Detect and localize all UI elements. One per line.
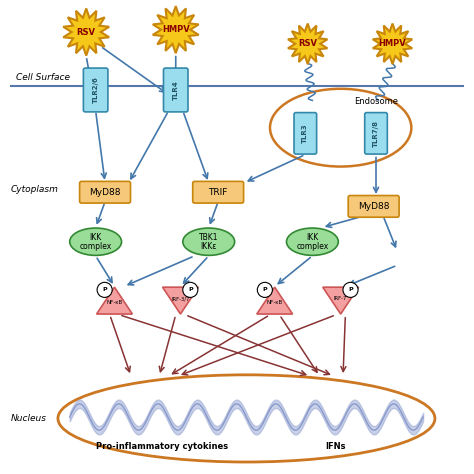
Text: TRIF: TRIF bbox=[209, 188, 228, 197]
Text: MyD88: MyD88 bbox=[89, 188, 121, 197]
Text: RSV: RSV bbox=[298, 39, 317, 48]
Text: complex: complex bbox=[296, 242, 328, 251]
Text: TLR7/8: TLR7/8 bbox=[373, 120, 379, 147]
Text: TBK1: TBK1 bbox=[199, 233, 219, 242]
Text: Pro-inflammatory cytokines: Pro-inflammatory cytokines bbox=[96, 442, 228, 451]
Circle shape bbox=[257, 283, 273, 297]
Text: NF-κB: NF-κB bbox=[107, 300, 123, 305]
Text: TLR4: TLR4 bbox=[173, 80, 179, 100]
Text: Cytoplasm: Cytoplasm bbox=[11, 185, 59, 194]
Text: HMPV: HMPV bbox=[162, 25, 190, 34]
Text: IRF-3/7: IRF-3/7 bbox=[171, 296, 190, 301]
Text: P: P bbox=[348, 287, 353, 292]
FancyBboxPatch shape bbox=[348, 196, 399, 217]
Polygon shape bbox=[153, 6, 199, 53]
Ellipse shape bbox=[183, 228, 235, 255]
Text: IFNs: IFNs bbox=[326, 442, 346, 451]
Text: TLR3: TLR3 bbox=[302, 124, 308, 143]
FancyBboxPatch shape bbox=[164, 68, 188, 112]
Polygon shape bbox=[63, 9, 109, 55]
Circle shape bbox=[183, 283, 198, 297]
Text: HMPV: HMPV bbox=[379, 39, 406, 48]
Circle shape bbox=[343, 283, 358, 297]
Polygon shape bbox=[288, 24, 328, 64]
Text: IKK: IKK bbox=[306, 233, 319, 242]
Text: Nucleus: Nucleus bbox=[11, 414, 47, 423]
FancyBboxPatch shape bbox=[193, 182, 244, 203]
Text: Endosome: Endosome bbox=[354, 97, 398, 106]
Text: P: P bbox=[263, 287, 267, 292]
Text: P: P bbox=[188, 287, 192, 292]
Polygon shape bbox=[323, 287, 358, 314]
Text: P: P bbox=[102, 287, 107, 292]
Polygon shape bbox=[373, 24, 412, 64]
Ellipse shape bbox=[286, 228, 338, 255]
Text: complex: complex bbox=[80, 242, 112, 251]
Polygon shape bbox=[163, 287, 198, 314]
Ellipse shape bbox=[70, 228, 121, 255]
Text: Cell Surface: Cell Surface bbox=[16, 73, 70, 82]
Circle shape bbox=[97, 283, 112, 297]
Polygon shape bbox=[97, 287, 132, 314]
Text: MyD88: MyD88 bbox=[358, 202, 390, 211]
FancyBboxPatch shape bbox=[294, 113, 317, 154]
Text: TLR2/6: TLR2/6 bbox=[92, 77, 99, 103]
FancyBboxPatch shape bbox=[365, 113, 387, 154]
FancyBboxPatch shape bbox=[80, 182, 130, 203]
FancyBboxPatch shape bbox=[83, 68, 108, 112]
Text: RSV: RSV bbox=[77, 27, 96, 36]
Polygon shape bbox=[257, 287, 292, 314]
Text: NF-κB: NF-κB bbox=[267, 300, 283, 305]
Text: IKKε: IKKε bbox=[201, 242, 217, 251]
Text: IRF-7: IRF-7 bbox=[334, 296, 347, 301]
Text: IKK: IKK bbox=[90, 233, 102, 242]
